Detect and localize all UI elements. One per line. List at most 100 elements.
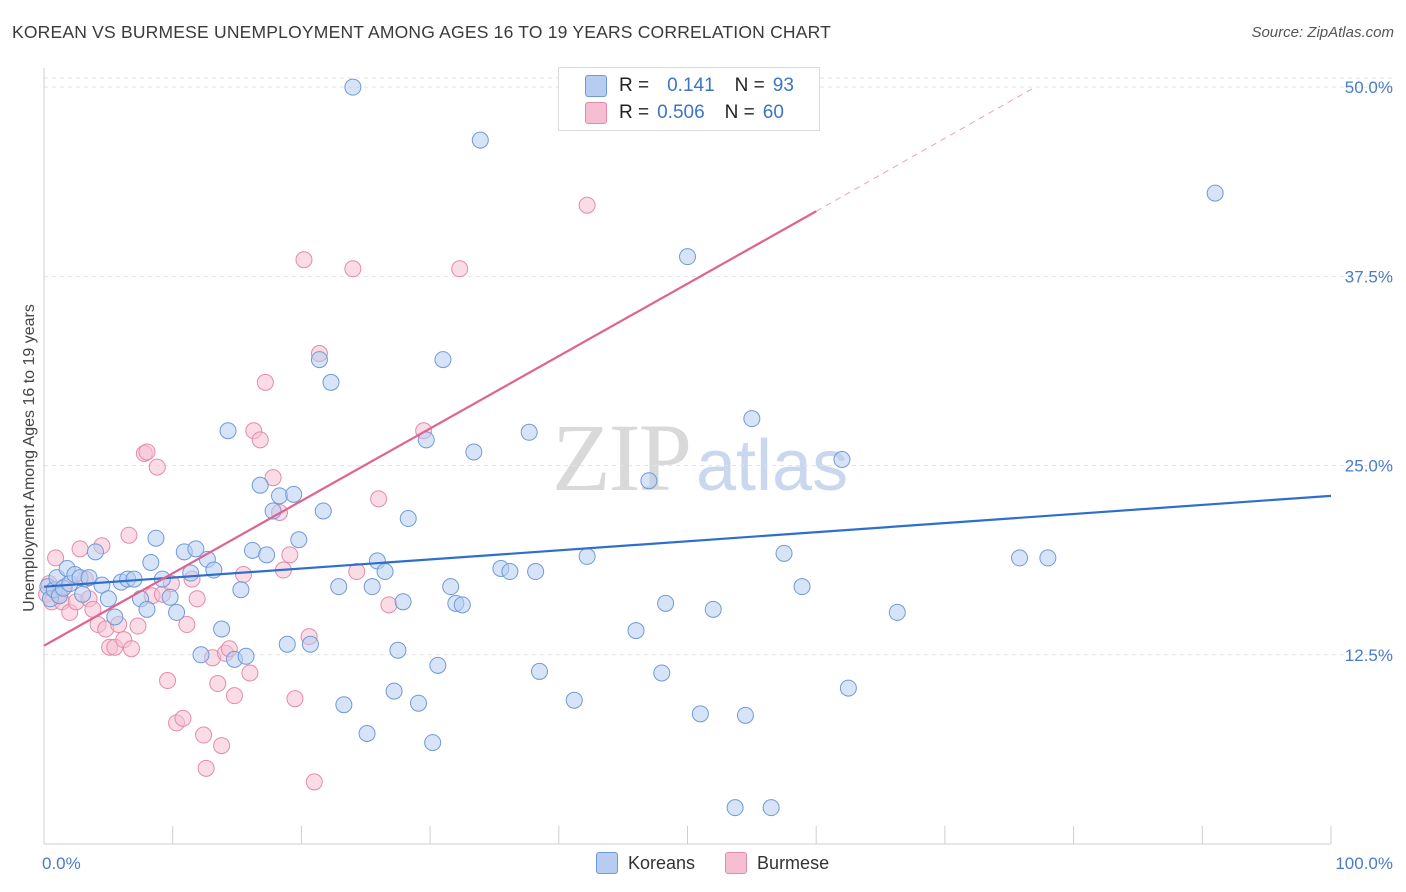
korean-point bbox=[465, 443, 483, 461]
x-tick-label: 100.0% bbox=[1335, 854, 1393, 873]
burmese-point bbox=[344, 260, 362, 278]
korean-point bbox=[138, 600, 156, 618]
korean-point bbox=[301, 635, 319, 653]
burmese-point bbox=[256, 373, 274, 391]
burmese-point bbox=[71, 540, 89, 558]
series-legend: Koreans Burmese bbox=[596, 852, 859, 874]
korean-trend-line bbox=[43, 494, 1332, 588]
korean-point bbox=[106, 608, 124, 626]
korean-point bbox=[424, 734, 442, 752]
korean-point bbox=[93, 576, 111, 594]
burmese-point bbox=[578, 196, 596, 214]
series-legend-koreans[interactable]: Koreans bbox=[596, 852, 695, 874]
korean-point bbox=[213, 620, 231, 638]
burmese-point bbox=[120, 526, 138, 544]
legend-swatch-koreans bbox=[585, 75, 607, 97]
korean-point bbox=[793, 578, 811, 596]
burmese-point bbox=[123, 640, 141, 658]
korean-point bbox=[142, 553, 160, 571]
burmese-point bbox=[380, 596, 398, 614]
korean-point bbox=[657, 594, 675, 612]
korean-point bbox=[704, 600, 722, 618]
korean-point bbox=[376, 563, 394, 581]
korean-point bbox=[471, 131, 489, 149]
y-axis-title: Unemployment Among Ages 16 to 19 years bbox=[21, 304, 38, 612]
korean-point bbox=[1011, 549, 1029, 567]
korean-points bbox=[39, 78, 1224, 817]
korean-point bbox=[434, 351, 452, 369]
series-label-burmese: Burmese bbox=[757, 852, 830, 873]
korean-point bbox=[290, 531, 308, 549]
korean-point bbox=[389, 641, 407, 659]
legend-r-value: 0.506 bbox=[657, 102, 705, 123]
legend-n-value: 93 bbox=[772, 75, 794, 96]
korean-point bbox=[99, 590, 117, 608]
korean-point bbox=[147, 529, 165, 547]
korean-point bbox=[385, 682, 403, 700]
legend-n-label: N = bbox=[734, 75, 765, 96]
korean-point bbox=[399, 510, 417, 528]
watermark-zip: ZIP bbox=[552, 404, 692, 511]
korean-point bbox=[578, 547, 596, 565]
burmese-point bbox=[234, 566, 252, 584]
series-legend-burmese[interactable]: Burmese bbox=[725, 852, 829, 874]
burmese-point bbox=[129, 617, 147, 635]
korean-point bbox=[833, 451, 851, 469]
korean-point bbox=[219, 422, 237, 440]
korean-point bbox=[1039, 549, 1057, 567]
trend-lines bbox=[43, 86, 1332, 647]
chart-source: Source: ZipAtlas.com bbox=[1251, 24, 1394, 41]
korean-point bbox=[232, 581, 250, 599]
burmese-point bbox=[225, 687, 243, 705]
korean-point bbox=[679, 248, 696, 266]
series-swatch-koreans bbox=[596, 852, 618, 874]
korean-point bbox=[243, 541, 261, 559]
korean-point bbox=[762, 799, 780, 817]
burmese-point bbox=[286, 690, 304, 708]
korean-point bbox=[187, 540, 205, 558]
burmese-point bbox=[305, 773, 323, 791]
korean-point bbox=[726, 799, 744, 817]
burmese-point bbox=[370, 490, 388, 508]
y-tick-label: 37.5% bbox=[1345, 267, 1393, 286]
legend-r-value: 0.141 bbox=[667, 75, 715, 96]
legend-row-burmese: R = 0.506 N = 60 bbox=[585, 100, 784, 126]
korean-point bbox=[192, 646, 210, 664]
korean-point bbox=[501, 563, 519, 581]
korean-point bbox=[743, 410, 761, 428]
burmese-point bbox=[47, 549, 65, 567]
korean-point bbox=[237, 647, 255, 665]
korean-point bbox=[86, 543, 104, 561]
korean-point bbox=[775, 544, 793, 562]
legend-n-value: 60 bbox=[762, 102, 784, 123]
korean-point bbox=[344, 78, 362, 96]
korean-point bbox=[271, 487, 289, 505]
korean-point bbox=[1206, 184, 1224, 202]
korean-point bbox=[627, 622, 645, 640]
korean-point bbox=[322, 373, 340, 391]
burmese-point bbox=[188, 590, 206, 608]
korean-point bbox=[310, 351, 328, 369]
burmese-point bbox=[138, 443, 156, 461]
burmese-point bbox=[295, 251, 313, 269]
korean-point bbox=[278, 635, 296, 653]
burmese-point bbox=[281, 546, 299, 564]
y-tick-label: 25.0% bbox=[1345, 457, 1393, 476]
burmese-point bbox=[209, 675, 227, 693]
burmese-point bbox=[213, 737, 231, 755]
burmese-point bbox=[159, 672, 177, 690]
burmese-point bbox=[241, 664, 259, 682]
korean-point bbox=[74, 585, 92, 603]
axes bbox=[43, 68, 1332, 845]
y-tick-label: 12.5% bbox=[1345, 646, 1393, 665]
korean-point bbox=[394, 593, 412, 611]
burmese-trend-extension bbox=[815, 86, 1036, 212]
legend-n-label: N = bbox=[724, 102, 755, 123]
y-tick-label: 50.0% bbox=[1345, 78, 1393, 97]
korean-point bbox=[80, 569, 98, 587]
korean-point bbox=[363, 578, 381, 596]
korean-point bbox=[530, 662, 548, 680]
axis-labels: 12.5% 25.0% 37.5% 50.0% 0.0% 100.0% Unemployme… bbox=[21, 78, 1393, 873]
burmese-point bbox=[148, 458, 166, 476]
